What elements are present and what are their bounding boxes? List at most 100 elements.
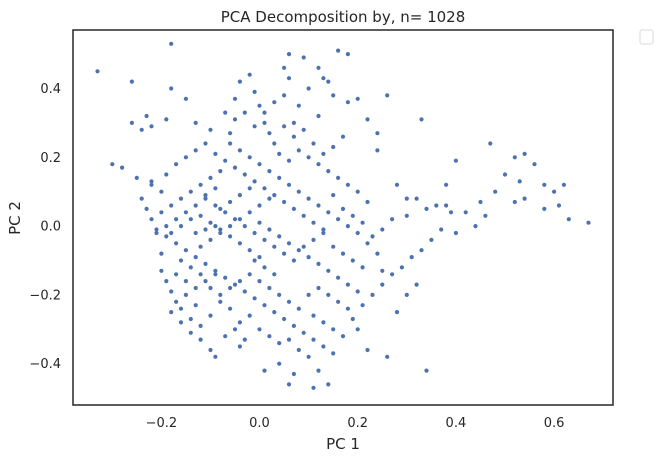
data-point [193, 255, 198, 260]
data-point [139, 127, 144, 132]
data-point [394, 182, 400, 187]
data-point [444, 203, 449, 208]
data-point [183, 248, 188, 253]
data-point [345, 306, 350, 311]
data-point [311, 313, 316, 318]
data-point [336, 275, 341, 280]
data-point [228, 141, 233, 146]
data-point [399, 265, 404, 270]
data-point [174, 241, 179, 246]
data-point [213, 186, 218, 191]
data-point [522, 196, 527, 201]
data-point [252, 258, 257, 263]
data-point [252, 89, 257, 94]
x-tick-label: 0.2 [347, 416, 368, 431]
data-point [183, 292, 188, 297]
data-point [321, 344, 326, 349]
data-point [424, 206, 429, 211]
data-point [340, 334, 346, 339]
data-point [404, 213, 409, 218]
data-point [286, 158, 292, 163]
data-point [247, 155, 252, 160]
data-point [223, 110, 228, 115]
data-point [326, 292, 331, 297]
data-point [316, 113, 321, 119]
data-point [291, 134, 296, 139]
data-point [561, 182, 567, 187]
data-point [178, 224, 184, 229]
plot-frame [72, 29, 614, 406]
data-point [213, 272, 218, 277]
data-point [586, 220, 591, 225]
data-point [306, 354, 311, 359]
data-point [296, 148, 301, 153]
data-point [257, 203, 262, 208]
data-point [272, 244, 277, 249]
data-point [316, 162, 321, 167]
data-point [242, 337, 247, 342]
data-point [169, 86, 174, 91]
data-point [365, 199, 370, 205]
data-point [203, 193, 208, 198]
data-point [331, 244, 336, 249]
data-point [316, 285, 321, 291]
data-point [282, 199, 287, 205]
data-point [267, 285, 272, 291]
data-point [208, 313, 213, 318]
data-point [419, 248, 424, 253]
x-tick-labels: −0.2 0.0 0.2 0.4 0.6 [146, 416, 565, 431]
data-point [178, 306, 184, 311]
data-point [296, 103, 301, 108]
data-point [439, 227, 444, 232]
data-point [188, 330, 193, 335]
data-point [223, 275, 228, 280]
data-point [326, 382, 331, 387]
data-point [242, 172, 247, 177]
data-point [542, 182, 547, 187]
data-point [198, 182, 203, 187]
y-tick-labels: −0.4 −0.2 0.0 0.2 0.4 [29, 82, 61, 372]
data-point [380, 227, 385, 232]
data-point [542, 206, 547, 211]
data-point [277, 341, 282, 346]
legend-box[interactable] [639, 29, 654, 45]
data-point [326, 169, 331, 174]
data-point [267, 196, 272, 201]
x-tick-label: 0.0 [249, 416, 270, 431]
data-point [232, 165, 238, 170]
data-point [316, 65, 321, 70]
data-point [296, 347, 301, 353]
data-point [419, 117, 424, 122]
data-point [262, 265, 267, 270]
data-point [350, 316, 355, 322]
data-point [223, 210, 228, 215]
data-point [228, 306, 233, 311]
data-point [350, 258, 355, 263]
data-point [129, 120, 134, 125]
data-point [272, 100, 277, 105]
data-point [237, 320, 242, 325]
data-point [164, 234, 169, 239]
data-point [394, 310, 400, 315]
data-point [321, 76, 326, 81]
data-point [198, 337, 203, 342]
data-point [345, 100, 350, 105]
data-point [218, 292, 223, 297]
data-point [277, 292, 282, 297]
data-point [164, 117, 169, 122]
data-point [247, 248, 252, 253]
data-point [169, 203, 174, 208]
data-point [188, 316, 193, 322]
data-point [286, 182, 292, 187]
data-point [218, 227, 223, 232]
data-point [208, 347, 213, 353]
data-point [296, 189, 301, 194]
data-point [360, 303, 365, 308]
data-point [311, 337, 316, 342]
data-point [247, 210, 252, 215]
data-point [262, 303, 267, 308]
data-point [203, 279, 208, 284]
data-point [183, 210, 188, 215]
data-point [262, 368, 267, 373]
